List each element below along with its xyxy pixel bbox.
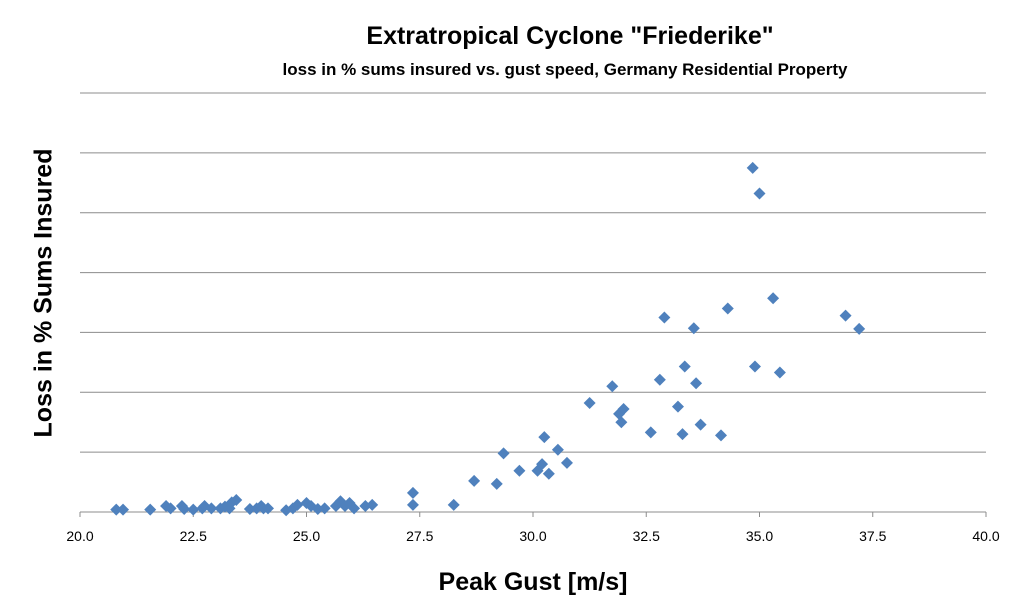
x-tick-label: 35.0 bbox=[746, 528, 773, 544]
data-point bbox=[230, 494, 243, 507]
data-point bbox=[748, 360, 761, 373]
x-tick-label: 20.0 bbox=[66, 528, 93, 544]
data-point bbox=[243, 503, 256, 516]
data-point bbox=[714, 429, 727, 442]
chart-subtitle: loss in % sums insured vs. gust speed, G… bbox=[282, 60, 848, 79]
data-point bbox=[318, 502, 331, 515]
x-tick-label: 37.5 bbox=[859, 528, 886, 544]
data-point bbox=[644, 426, 657, 439]
data-point bbox=[773, 366, 786, 379]
chart-title: Extratropical Cyclone "Friederike" bbox=[366, 22, 774, 50]
data-point bbox=[291, 498, 304, 511]
x-tick-label: 40.0 bbox=[972, 528, 999, 544]
data-point bbox=[117, 503, 130, 516]
data-point bbox=[687, 322, 700, 335]
data-point bbox=[447, 498, 460, 511]
x-tick-label: 27.5 bbox=[406, 528, 433, 544]
x-tick-label: 25.0 bbox=[293, 528, 320, 544]
data-point bbox=[497, 447, 510, 460]
data-point bbox=[753, 187, 766, 200]
data-point bbox=[490, 477, 503, 490]
data-point bbox=[348, 502, 361, 515]
data-point bbox=[366, 498, 379, 511]
data-point bbox=[746, 161, 759, 174]
data-point bbox=[536, 458, 549, 471]
data-point bbox=[538, 431, 551, 444]
data-point bbox=[144, 503, 157, 516]
data-point bbox=[839, 309, 852, 322]
x-axis-label: Peak Gust [m/s] bbox=[438, 568, 628, 596]
data-point bbox=[542, 467, 555, 480]
data-point bbox=[560, 456, 573, 469]
x-tick-label: 32.5 bbox=[633, 528, 660, 544]
x-tick-label: 22.5 bbox=[180, 528, 207, 544]
data-point bbox=[164, 502, 177, 515]
data-point bbox=[767, 292, 780, 305]
x-tick-label: 30.0 bbox=[519, 528, 546, 544]
data-point bbox=[406, 498, 419, 511]
data-point bbox=[551, 443, 564, 456]
data-point bbox=[853, 322, 866, 335]
data-point bbox=[671, 400, 684, 413]
data-point bbox=[110, 503, 123, 516]
data-point bbox=[187, 503, 200, 516]
data-point bbox=[615, 416, 628, 429]
data-point bbox=[721, 302, 734, 315]
data-point bbox=[678, 360, 691, 373]
data-point bbox=[606, 380, 619, 393]
data-point bbox=[690, 377, 703, 390]
data-point bbox=[468, 474, 481, 487]
data-point bbox=[676, 428, 689, 441]
data-point bbox=[205, 502, 218, 515]
data-point bbox=[658, 311, 671, 324]
data-point bbox=[617, 403, 630, 416]
data-point bbox=[178, 503, 191, 516]
data-point bbox=[513, 464, 526, 477]
data-point bbox=[311, 503, 324, 516]
data-point bbox=[583, 397, 596, 410]
data-point bbox=[694, 418, 707, 431]
data-point bbox=[261, 502, 274, 515]
data-point bbox=[406, 486, 419, 499]
data-point bbox=[653, 373, 666, 386]
y-axis-label: Loss in % Sums Insured bbox=[29, 148, 58, 438]
